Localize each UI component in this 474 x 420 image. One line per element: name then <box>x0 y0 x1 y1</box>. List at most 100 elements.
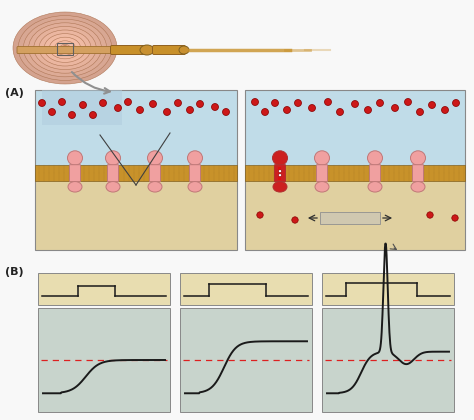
Ellipse shape <box>28 23 101 73</box>
Ellipse shape <box>106 151 120 165</box>
Text: (A): (A) <box>5 88 24 98</box>
Ellipse shape <box>179 46 189 54</box>
Bar <box>35 90 237 250</box>
Circle shape <box>392 105 399 111</box>
Ellipse shape <box>13 12 117 84</box>
Bar <box>180 308 312 412</box>
Circle shape <box>58 99 65 105</box>
Circle shape <box>428 102 436 108</box>
Ellipse shape <box>55 41 75 55</box>
Bar <box>180 273 312 305</box>
Bar <box>279 167 282 180</box>
Text: (B): (B) <box>5 267 24 277</box>
Ellipse shape <box>140 45 154 55</box>
Circle shape <box>257 212 263 218</box>
Circle shape <box>90 111 97 118</box>
Ellipse shape <box>39 30 91 66</box>
Circle shape <box>222 108 229 116</box>
Bar <box>322 273 454 305</box>
Ellipse shape <box>44 34 86 63</box>
Bar <box>35 165 237 181</box>
Circle shape <box>272 100 279 107</box>
Circle shape <box>164 108 171 116</box>
Ellipse shape <box>273 181 287 192</box>
Ellipse shape <box>60 45 70 52</box>
Bar <box>245 165 465 181</box>
Circle shape <box>211 103 219 110</box>
Ellipse shape <box>411 181 425 192</box>
Circle shape <box>352 100 358 108</box>
FancyBboxPatch shape <box>17 47 113 53</box>
Circle shape <box>365 107 372 113</box>
Circle shape <box>325 99 331 105</box>
Circle shape <box>100 100 107 107</box>
Circle shape <box>115 105 121 111</box>
Bar <box>245 173 465 250</box>
Bar <box>35 90 237 173</box>
Circle shape <box>149 100 156 108</box>
Ellipse shape <box>148 181 162 192</box>
Circle shape <box>174 100 182 107</box>
Circle shape <box>186 107 193 113</box>
Bar <box>38 273 170 305</box>
Circle shape <box>292 217 298 223</box>
FancyBboxPatch shape <box>70 165 81 182</box>
Circle shape <box>376 100 383 107</box>
Circle shape <box>453 100 459 107</box>
Ellipse shape <box>273 151 288 165</box>
Circle shape <box>452 215 458 221</box>
Bar <box>42 90 122 125</box>
FancyBboxPatch shape <box>153 45 185 55</box>
FancyBboxPatch shape <box>190 165 201 182</box>
Circle shape <box>38 100 46 107</box>
FancyBboxPatch shape <box>110 45 148 55</box>
Ellipse shape <box>106 181 120 192</box>
FancyBboxPatch shape <box>370 165 381 182</box>
Ellipse shape <box>147 151 163 165</box>
Circle shape <box>283 107 291 113</box>
Ellipse shape <box>23 19 107 77</box>
Bar <box>322 308 454 412</box>
Ellipse shape <box>315 181 329 192</box>
Circle shape <box>417 108 423 116</box>
Ellipse shape <box>68 181 82 192</box>
Bar <box>35 173 237 250</box>
Bar <box>38 308 170 412</box>
Circle shape <box>441 107 448 113</box>
Circle shape <box>279 174 282 177</box>
Circle shape <box>309 105 316 111</box>
Ellipse shape <box>34 26 96 70</box>
Bar <box>57 43 73 55</box>
Circle shape <box>137 107 144 113</box>
Circle shape <box>197 100 203 108</box>
Circle shape <box>294 100 301 107</box>
Circle shape <box>404 99 411 105</box>
Bar <box>245 90 465 250</box>
Ellipse shape <box>188 151 202 165</box>
Ellipse shape <box>67 151 82 165</box>
Circle shape <box>48 108 55 116</box>
FancyBboxPatch shape <box>412 165 423 182</box>
Circle shape <box>337 108 344 116</box>
FancyBboxPatch shape <box>108 165 118 182</box>
FancyBboxPatch shape <box>149 165 161 182</box>
Ellipse shape <box>410 151 426 165</box>
Ellipse shape <box>188 181 202 192</box>
Bar <box>245 90 465 173</box>
FancyBboxPatch shape <box>317 165 328 182</box>
Ellipse shape <box>49 37 81 59</box>
Circle shape <box>80 102 86 108</box>
Bar <box>320 212 380 224</box>
FancyBboxPatch shape <box>274 165 285 182</box>
Circle shape <box>252 99 258 105</box>
Circle shape <box>125 99 131 105</box>
Circle shape <box>279 170 282 173</box>
Ellipse shape <box>315 151 329 165</box>
Ellipse shape <box>368 181 382 192</box>
Circle shape <box>69 111 75 118</box>
Circle shape <box>427 212 433 218</box>
Ellipse shape <box>367 151 383 165</box>
Ellipse shape <box>61 45 69 51</box>
Ellipse shape <box>18 16 112 80</box>
Circle shape <box>262 108 268 116</box>
